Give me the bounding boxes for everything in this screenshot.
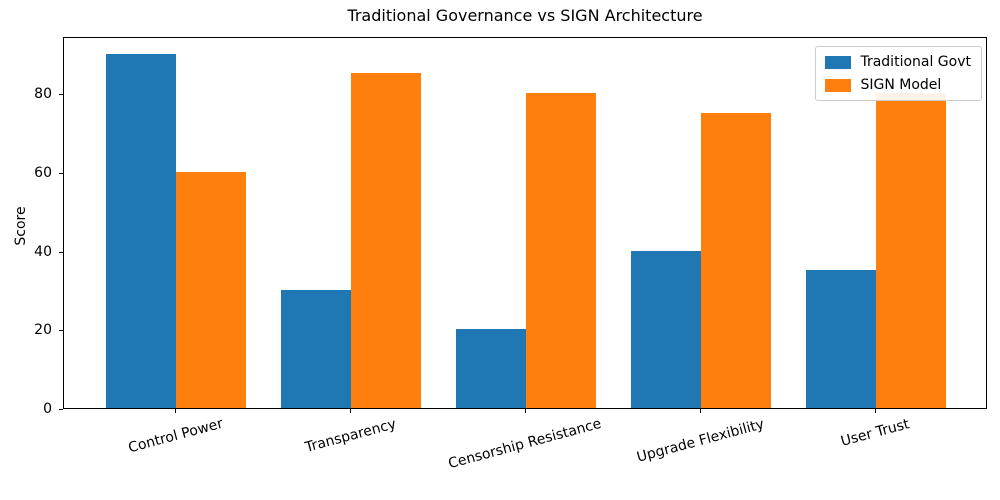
- y-tick-label: 60: [34, 164, 52, 181]
- y-tick-mark: [59, 172, 63, 174]
- x-tick-mark: [525, 409, 526, 413]
- y-tick-label: 20: [34, 322, 52, 339]
- bar-sign-model: [176, 171, 246, 408]
- x-tick-mark: [700, 409, 701, 413]
- x-tick-label: Transparency: [303, 415, 398, 456]
- bar-traditional-govt: [631, 250, 701, 408]
- y-tick-label: 40: [34, 243, 52, 260]
- legend-entry: SIGN Model: [825, 77, 971, 93]
- bar-sign-model: [701, 112, 771, 408]
- y-tick-label: 0: [43, 401, 52, 417]
- y-tick-label: 80: [34, 86, 52, 103]
- legend-label: Traditional Govt: [860, 54, 971, 70]
- y-axis-label-text: Score: [13, 206, 29, 246]
- legend: Traditional Govt SIGN Model: [815, 46, 982, 101]
- x-tick-mark: [175, 409, 176, 413]
- x-tick-mark: [875, 409, 876, 413]
- bar-sign-model: [351, 73, 421, 408]
- y-tick-mark: [59, 94, 63, 96]
- plot-area: Traditional Govt SIGN Model: [63, 37, 987, 409]
- legend-swatch-icon: [825, 55, 852, 69]
- legend-swatch-icon: [825, 78, 852, 92]
- x-tick-label: Control Power: [126, 415, 225, 457]
- chart-title: Traditional Governance vs SIGN Architect…: [347, 6, 703, 25]
- legend-entry: Traditional Govt: [825, 54, 971, 70]
- bar-sign-model: [876, 93, 946, 408]
- legend-label: SIGN Model: [860, 77, 942, 93]
- bar-sign-model: [526, 93, 596, 408]
- bar-traditional-govt: [281, 289, 351, 408]
- x-tick-label: User Trust: [839, 415, 912, 450]
- x-tick-label: Upgrade Flexibility: [634, 415, 766, 466]
- y-tick-mark: [59, 409, 63, 410]
- bar-traditional-govt: [456, 329, 526, 408]
- x-tick-label: Censorship Resistance: [446, 416, 604, 473]
- bar-traditional-govt: [806, 270, 876, 408]
- bar-traditional-govt: [106, 53, 176, 408]
- y-tick-mark: [59, 251, 63, 253]
- y-tick-mark: [59, 330, 63, 332]
- x-tick-mark: [350, 409, 351, 413]
